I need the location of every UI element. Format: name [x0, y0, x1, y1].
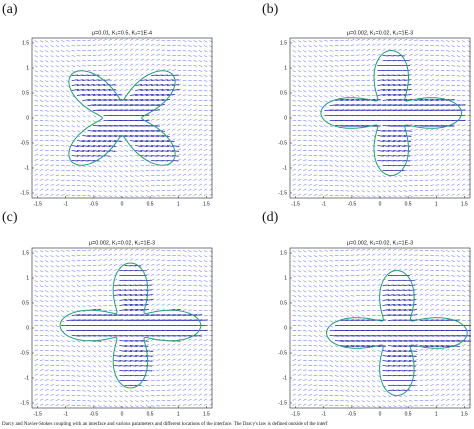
y-tick-label: 0.5 [280, 300, 287, 306]
x-tick-label: 0.5 [147, 201, 154, 207]
y-tick-label: 1 [26, 275, 29, 281]
x-tick-label: -0.5 [348, 201, 357, 207]
vector-field-inner [324, 55, 466, 171]
x-tick-label: -0.5 [348, 411, 357, 417]
panel-label: (b) [262, 2, 279, 17]
x-tick-label: 0.5 [147, 411, 154, 417]
x-tick-label: 0.5 [405, 411, 412, 417]
y-tick-label: -0.5 [20, 140, 29, 146]
y-tick-label: -1 [283, 375, 288, 381]
panel-title: μ=0.002, K₁=0.02, K₂=1E-3 [347, 240, 413, 246]
vector-field-inner [71, 74, 180, 162]
x-tick-label: -1.5 [291, 411, 300, 417]
x-tick-label: 1.5 [461, 411, 468, 417]
y-tick-label: 0 [284, 115, 287, 121]
x-tick-label: -1.5 [291, 201, 300, 207]
x-tick-label: -1 [322, 411, 327, 417]
y-tick-label: 0.5 [22, 300, 29, 306]
x-tick-label: -1 [322, 201, 327, 207]
panel-title: μ=0.01, K₁=0.5, K₂=1E-4 [92, 30, 152, 36]
interface-curve [326, 269, 468, 397]
x-tick-label: 1 [177, 201, 180, 207]
y-tick-label: 0 [284, 325, 287, 331]
y-tick-label: 0.5 [22, 90, 29, 96]
vector-field [292, 38, 471, 198]
x-tick-label: 0 [121, 411, 124, 417]
x-tick-label: 1 [435, 411, 438, 417]
vector-field-inner [61, 265, 208, 386]
axes-frame [31, 37, 213, 199]
panel-title: μ=0.002, K₁=0.02, K₂=1E-3 [89, 240, 155, 246]
y-tick-label: 1 [26, 65, 29, 71]
panel: (c) μ=0.002, K₁=0.02, K₂=1E-3 -1.5 -1 -0.5 0 0… [2, 210, 213, 417]
vector-field [292, 248, 471, 408]
y-tick-label: 1.5 [280, 250, 287, 256]
y-tick-label: -0.5 [278, 350, 287, 356]
x-tick-label: 1 [435, 201, 438, 207]
interface-curve [68, 70, 176, 166]
y-tick-label: -1 [25, 165, 30, 171]
interface-curve [320, 49, 463, 177]
x-tick-label: -1.5 [33, 201, 42, 207]
x-tick-label: -1 [64, 411, 69, 417]
y-tick-label: 1.5 [22, 250, 29, 256]
panel-label: (d) [262, 210, 279, 225]
axes-frame [289, 37, 471, 199]
x-tick-label: -0.5 [90, 201, 99, 207]
vector-field [34, 38, 213, 198]
x-tick-label: 0.5 [405, 201, 412, 207]
y-tick-label: 0.5 [280, 90, 287, 96]
x-tick-label: -1 [64, 201, 69, 207]
y-tick-label: -0.5 [20, 350, 29, 356]
y-tick-label: -0.5 [278, 140, 287, 146]
x-tick-label: 1 [177, 411, 180, 417]
y-tick-label: 1.5 [22, 40, 29, 46]
y-tick-label: 1 [284, 275, 287, 281]
y-tick-label: -1.5 [278, 190, 287, 196]
y-tick-label: -1.5 [278, 400, 287, 406]
panel-label: (a) [2, 2, 18, 17]
axes-frame [31, 247, 213, 409]
x-tick-label: 1.5 [203, 201, 210, 207]
x-tick-label: 1.5 [461, 201, 468, 207]
x-tick-label: 0 [121, 201, 124, 207]
panel-title: μ=0.002, K₁=0.02, K₂=1E-3 [347, 30, 413, 36]
x-tick-label: -1.5 [33, 411, 42, 417]
interface-curve [59, 262, 202, 389]
y-tick-label: -1.5 [20, 400, 29, 406]
caption: Darcy and Navier-Stokes coupling with an… [2, 422, 328, 427]
x-tick-label: -0.5 [90, 411, 99, 417]
x-tick-label: 0 [379, 411, 382, 417]
y-tick-label: 0 [26, 115, 29, 121]
panel: (a) μ=0.01, K₁=0.5, K₂=1E-4 -1.5 -1 -0.5 0 0.5… [2, 2, 213, 207]
y-tick-label: 1 [284, 65, 287, 71]
x-tick-label: 1.5 [203, 411, 210, 417]
panel-label: (c) [2, 210, 18, 225]
y-tick-label: 0 [26, 325, 29, 331]
y-tick-label: -1 [25, 375, 30, 381]
panel: (b) μ=0.002, K₁=0.02, K₂=1E-3 -1.5 -1 -0.5 0 0… [262, 2, 471, 207]
y-tick-label: 1.5 [280, 40, 287, 46]
panel: (d) μ=0.002, K₁=0.02, K₂=1E-3 -1.5 -1 -0.5 0 0… [262, 210, 472, 417]
axes-frame [289, 247, 471, 409]
y-tick-label: -1.5 [20, 190, 29, 196]
vector-field [34, 248, 213, 408]
y-tick-label: -1 [283, 165, 288, 171]
x-tick-label: 0 [379, 201, 382, 207]
vector-field-inner [329, 275, 472, 391]
